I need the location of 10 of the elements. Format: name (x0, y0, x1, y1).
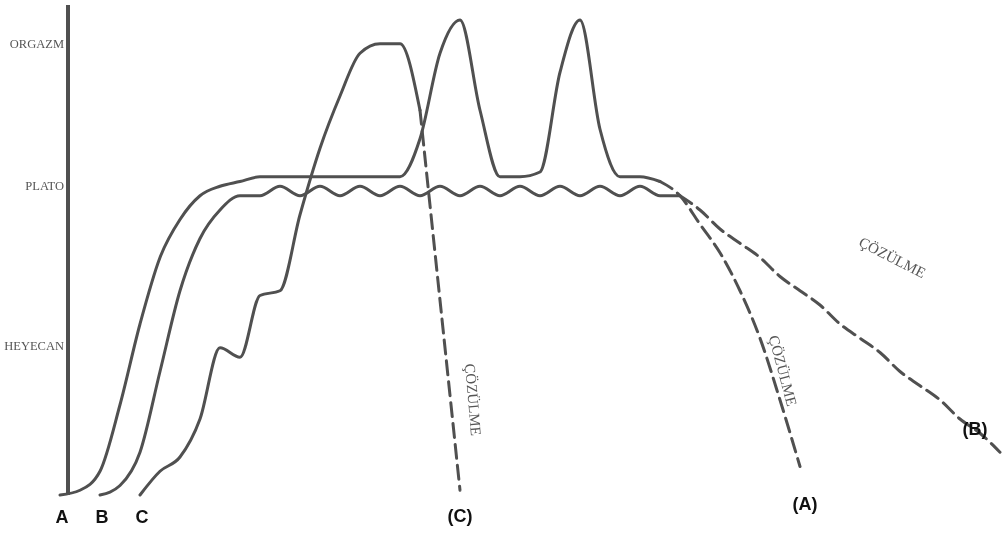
annotation: (A) (792, 494, 818, 514)
series-label: A (55, 507, 69, 527)
series-label: B (95, 507, 109, 527)
annotation: HEYECAN (4, 339, 64, 353)
text: (C) (447, 506, 473, 526)
annotation: ORGAZM (9, 37, 64, 51)
annotation: ÇÖZÜLME (461, 362, 485, 437)
annotation: PLATO (25, 179, 64, 193)
annotation: (B) (962, 419, 988, 439)
series-label: C (135, 507, 149, 527)
